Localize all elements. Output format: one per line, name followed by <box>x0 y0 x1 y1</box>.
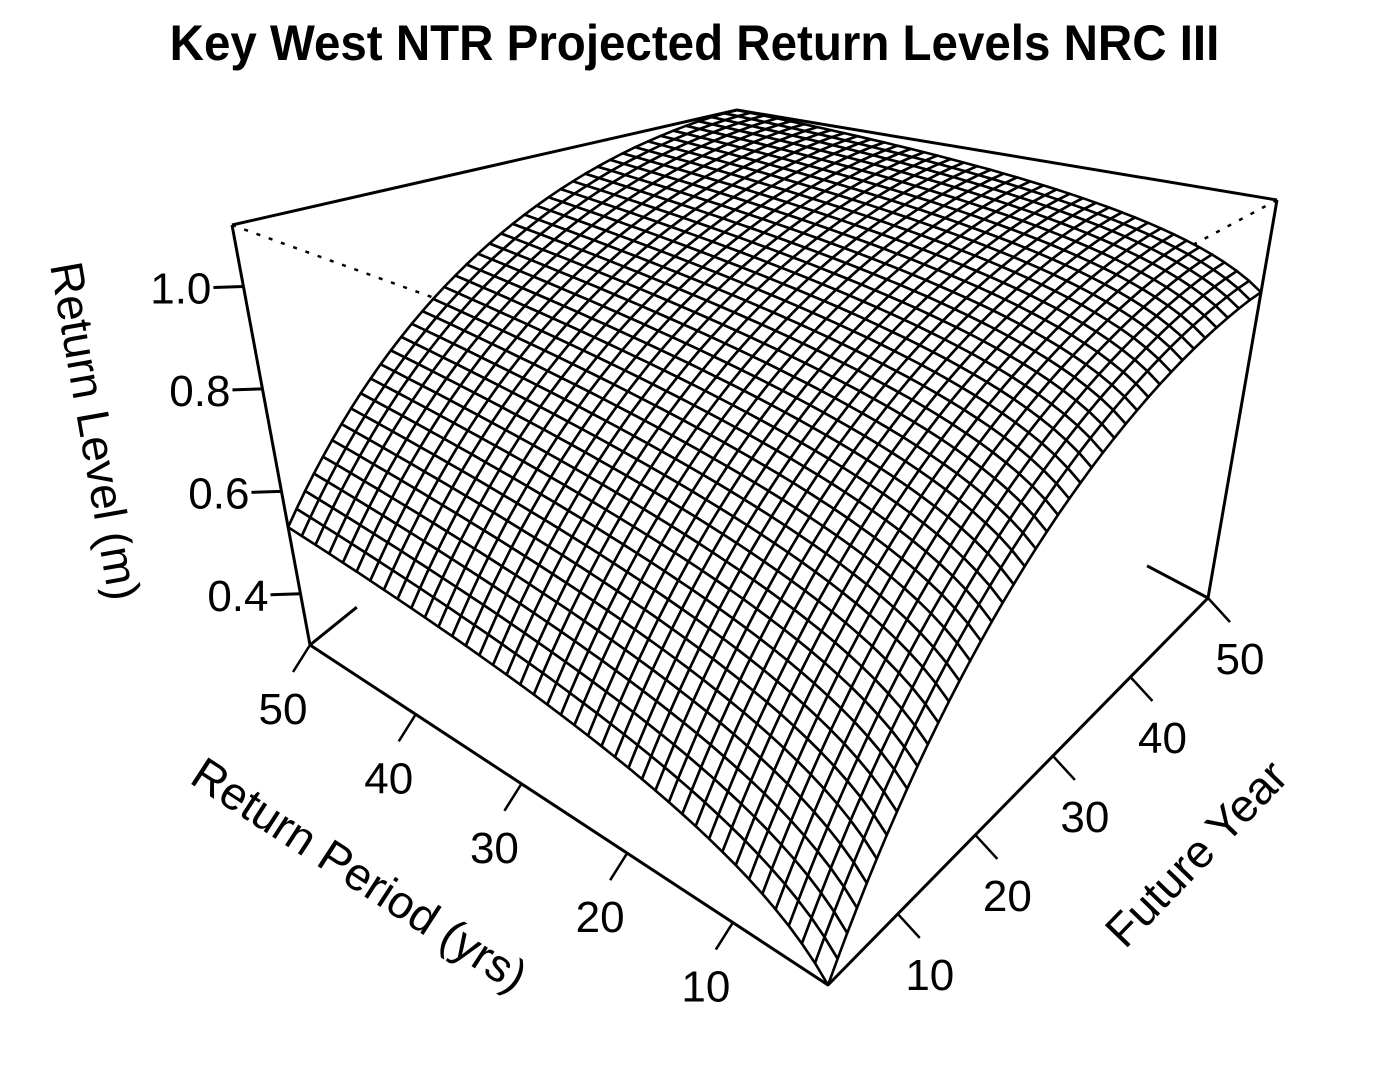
box-edge <box>826 596 1210 987</box>
box-edge <box>230 224 312 646</box>
y-tick-label: 10 <box>905 951 954 1000</box>
z-axis-label: Return Level (m) <box>40 258 151 604</box>
x-tick <box>291 644 312 673</box>
x-tick-label: 50 <box>259 685 308 734</box>
x-tick <box>503 783 523 812</box>
mesh-cell <box>813 935 839 987</box>
x-axis-return-period: 10 20 30 40 50 <box>259 644 734 1012</box>
z-tick-label: 1.0 <box>150 264 211 313</box>
z-tick-label: 0.8 <box>169 367 230 416</box>
y-axis-future-year: 10 20 30 40 50 <box>896 597 1265 1000</box>
x-tick-label: 30 <box>470 824 519 873</box>
x-tick-label: 40 <box>364 754 413 803</box>
box-edge <box>231 108 738 227</box>
z-tick-label: 0.6 <box>188 469 249 518</box>
y-tick <box>1051 755 1076 781</box>
wireframe-surface <box>286 108 1263 987</box>
box-edge <box>309 606 358 647</box>
x-tick <box>397 713 417 743</box>
x-tick <box>609 852 629 881</box>
y-tick <box>896 913 921 939</box>
z-axis: 0.4 0.6 0.8 1.0 <box>150 264 301 621</box>
box-edge <box>1206 199 1279 599</box>
z-tick-label: 0.4 <box>207 572 268 621</box>
x-tick-label: 20 <box>576 893 625 942</box>
x-tick-label: 10 <box>681 963 730 1012</box>
y-tick <box>1129 676 1154 702</box>
y-tick-label: 20 <box>983 872 1032 921</box>
z-tick <box>232 387 263 392</box>
hidden-edge <box>231 223 829 442</box>
box-back-edges <box>231 198 1278 985</box>
y-tick <box>974 834 999 860</box>
x-axis-label: Return Period (yrs) <box>183 747 537 1002</box>
box-edge <box>309 643 829 987</box>
y-tick-label: 50 <box>1216 635 1265 684</box>
y-tick-label: 30 <box>1060 793 1109 842</box>
z-tick <box>213 284 244 289</box>
x-tick <box>714 921 734 951</box>
chart-title: Key West NTR Projected Return Levels NRC… <box>169 15 1220 71</box>
y-axis-label: Future Year <box>1095 750 1298 957</box>
z-tick <box>251 489 282 494</box>
z-tick <box>270 592 301 597</box>
y-tick-label: 40 <box>1138 714 1187 763</box>
box-edge <box>1146 564 1209 600</box>
y-tick <box>1207 597 1231 623</box>
box-front-edges <box>230 108 1279 987</box>
box-edge <box>736 108 1278 202</box>
